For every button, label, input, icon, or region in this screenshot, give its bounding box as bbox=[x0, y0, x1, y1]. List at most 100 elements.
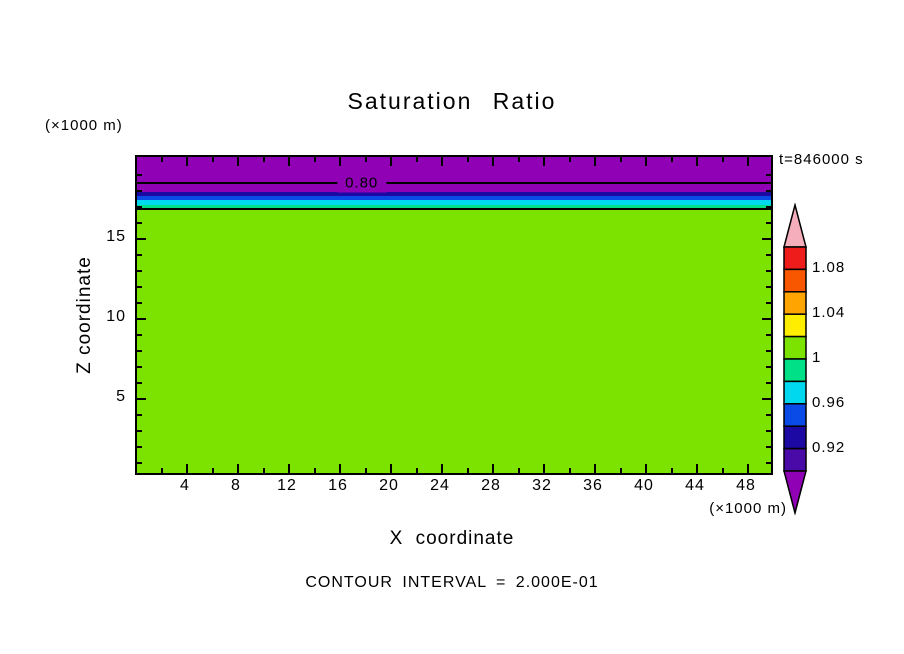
top-tick bbox=[313, 157, 316, 162]
top-tick bbox=[364, 157, 367, 162]
colorbar-block bbox=[783, 447, 807, 472]
left-tick bbox=[137, 430, 142, 432]
left-tick bbox=[137, 414, 142, 416]
left-tick bbox=[137, 206, 142, 208]
top-tick bbox=[670, 157, 673, 162]
colorbar-block bbox=[783, 335, 807, 360]
top-tick bbox=[237, 157, 239, 166]
right-tick bbox=[766, 462, 771, 464]
x-tick-label: 20 bbox=[379, 477, 399, 494]
left-tick bbox=[137, 174, 142, 176]
x-tick-label: 24 bbox=[430, 477, 450, 494]
contour-band bbox=[137, 195, 771, 200]
colorbar bbox=[783, 203, 807, 515]
bottom-tick bbox=[466, 468, 469, 473]
contour-band bbox=[137, 199, 771, 205]
colorbar-block bbox=[783, 358, 807, 383]
top-tick bbox=[568, 157, 571, 162]
left-tick bbox=[137, 366, 142, 368]
left-tick bbox=[137, 462, 142, 464]
colorbar-block bbox=[783, 380, 807, 405]
right-tick bbox=[766, 222, 771, 224]
top-tick bbox=[390, 157, 392, 166]
bottom-tick bbox=[492, 464, 494, 473]
contour-band bbox=[137, 157, 771, 192]
top-tick bbox=[747, 157, 749, 166]
bottom-tick bbox=[721, 468, 724, 473]
y-axis-units: (×1000 m) bbox=[45, 117, 123, 134]
colorbar-block bbox=[783, 246, 807, 271]
bottom-tick bbox=[262, 468, 265, 473]
right-tick bbox=[762, 238, 771, 240]
colorbar-block bbox=[783, 291, 807, 315]
plot-title: Saturation Ratio bbox=[347, 88, 557, 114]
top-tick bbox=[288, 157, 290, 166]
bottom-tick bbox=[364, 468, 367, 473]
right-tick bbox=[766, 190, 771, 192]
right-tick bbox=[766, 382, 771, 384]
contour-band bbox=[137, 204, 771, 209]
bottom-tick bbox=[543, 464, 545, 473]
top-tick bbox=[339, 157, 341, 166]
x-tick-label: 28 bbox=[481, 477, 501, 494]
left-tick bbox=[137, 254, 142, 256]
x-tick-label: 40 bbox=[634, 477, 654, 494]
top-tick bbox=[696, 157, 698, 166]
y-tick-label: 10 bbox=[106, 308, 126, 325]
bottom-tick bbox=[415, 468, 418, 473]
left-tick bbox=[137, 270, 142, 272]
x-tick-label: 48 bbox=[736, 477, 756, 494]
x-tick-label: 16 bbox=[328, 477, 348, 494]
colorbar-tick-label: 1.08 bbox=[812, 259, 846, 277]
top-tick bbox=[721, 157, 724, 162]
bottom-tick bbox=[441, 464, 443, 473]
left-tick bbox=[137, 334, 142, 336]
left-tick bbox=[137, 350, 142, 352]
right-tick bbox=[766, 414, 771, 416]
top-tick bbox=[543, 157, 545, 166]
contour-line bbox=[137, 207, 771, 210]
colorbar-block bbox=[783, 313, 807, 338]
colorbar-block bbox=[783, 403, 807, 427]
bottom-tick bbox=[211, 468, 214, 473]
bottom-tick bbox=[390, 464, 392, 473]
bottom-tick bbox=[237, 464, 239, 473]
top-tick bbox=[645, 157, 647, 166]
bottom-tick bbox=[288, 464, 290, 473]
y-tick-label: 15 bbox=[106, 228, 126, 245]
right-tick bbox=[766, 286, 771, 288]
x-axis-units: (×1000 m) bbox=[709, 500, 787, 517]
bottom-tick bbox=[696, 464, 698, 473]
left-tick bbox=[137, 190, 142, 192]
x-tick-label: 44 bbox=[685, 477, 705, 494]
bottom-tick bbox=[747, 464, 749, 473]
right-tick bbox=[766, 174, 771, 176]
left-tick bbox=[137, 286, 142, 288]
right-tick bbox=[766, 334, 771, 336]
x-axis-title: X coordinate bbox=[389, 528, 515, 549]
left-tick bbox=[137, 222, 142, 224]
x-tick-label: 12 bbox=[277, 477, 297, 494]
bottom-tick bbox=[160, 468, 163, 473]
plot-area: 0.80 bbox=[135, 155, 773, 475]
right-tick bbox=[766, 430, 771, 432]
top-tick bbox=[441, 157, 443, 166]
bottom-tick bbox=[645, 464, 647, 473]
timestamp-label: t=846000 s bbox=[779, 151, 864, 168]
bottom-tick bbox=[670, 468, 673, 473]
left-tick bbox=[137, 382, 142, 384]
colorbar-block bbox=[783, 268, 807, 293]
top-tick bbox=[262, 157, 265, 162]
contour-band bbox=[137, 191, 771, 196]
right-tick bbox=[762, 318, 771, 320]
x-tick-label: 36 bbox=[583, 477, 603, 494]
right-tick bbox=[766, 366, 771, 368]
top-tick bbox=[415, 157, 418, 162]
left-tick bbox=[137, 238, 146, 240]
top-tick bbox=[619, 157, 622, 162]
top-tick bbox=[186, 157, 188, 166]
left-tick bbox=[137, 398, 146, 400]
contour-band bbox=[137, 208, 771, 473]
colorbar-tick-label: 0.96 bbox=[812, 393, 846, 411]
top-tick bbox=[492, 157, 494, 166]
